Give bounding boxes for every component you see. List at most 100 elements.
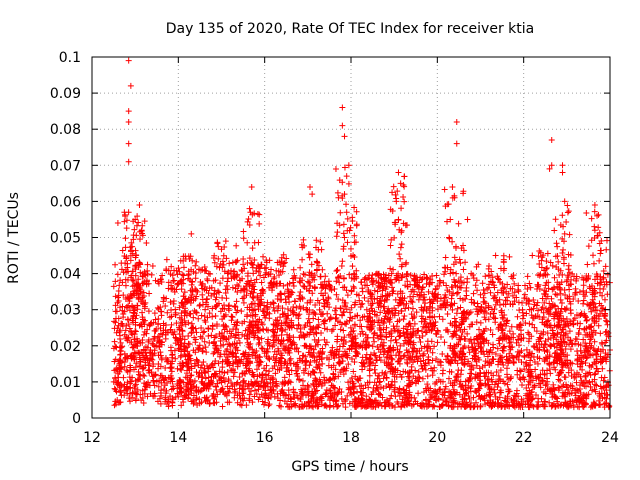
data-point bbox=[139, 222, 146, 229]
data-point bbox=[194, 344, 201, 351]
data-point bbox=[578, 399, 585, 406]
data-point bbox=[124, 304, 131, 311]
data-point bbox=[291, 272, 298, 279]
data-point bbox=[372, 370, 379, 377]
data-point bbox=[497, 377, 504, 384]
data-point bbox=[558, 329, 565, 336]
data-point bbox=[211, 290, 218, 297]
data-point bbox=[188, 281, 195, 288]
data-point bbox=[315, 361, 322, 368]
data-point bbox=[419, 275, 426, 282]
data-point bbox=[392, 191, 399, 198]
data-point bbox=[565, 404, 571, 411]
data-point bbox=[186, 255, 193, 262]
data-point bbox=[285, 387, 292, 394]
data-point bbox=[280, 392, 287, 399]
data-point bbox=[515, 393, 522, 400]
data-point bbox=[244, 239, 251, 246]
data-point bbox=[540, 344, 547, 351]
data-point bbox=[195, 359, 202, 366]
data-point bbox=[450, 399, 457, 406]
data-point bbox=[251, 300, 258, 307]
data-point bbox=[429, 403, 436, 410]
data-point bbox=[244, 304, 251, 311]
data-point bbox=[593, 382, 600, 389]
data-point bbox=[129, 243, 136, 250]
data-point bbox=[363, 276, 370, 283]
data-point bbox=[458, 314, 465, 321]
data-point bbox=[477, 381, 484, 388]
data-point bbox=[492, 319, 499, 326]
data-point bbox=[351, 285, 358, 292]
data-point bbox=[565, 386, 572, 393]
data-point bbox=[226, 328, 233, 335]
data-point bbox=[249, 294, 256, 301]
data-point bbox=[468, 270, 475, 277]
data-point bbox=[347, 324, 354, 331]
data-point bbox=[567, 337, 574, 344]
data-point bbox=[229, 259, 236, 266]
data-point bbox=[209, 323, 216, 330]
data-point bbox=[567, 398, 574, 405]
data-point bbox=[255, 341, 262, 348]
data-point bbox=[554, 358, 561, 365]
data-point bbox=[167, 344, 174, 351]
data-point bbox=[521, 291, 528, 298]
data-point bbox=[310, 380, 317, 387]
data-point bbox=[566, 328, 573, 335]
data-point bbox=[180, 257, 187, 264]
x-axis-label: GPS time / hours bbox=[291, 459, 408, 475]
data-point bbox=[492, 294, 499, 301]
data-point bbox=[557, 341, 564, 348]
data-point bbox=[182, 392, 189, 399]
data-point bbox=[366, 342, 373, 349]
data-point bbox=[264, 299, 271, 306]
data-point bbox=[251, 387, 258, 394]
data-point bbox=[344, 239, 351, 246]
data-point bbox=[167, 360, 174, 367]
data-point bbox=[287, 338, 294, 345]
data-point bbox=[497, 321, 504, 328]
data-point bbox=[283, 315, 290, 322]
data-point bbox=[501, 265, 508, 272]
data-point bbox=[321, 374, 328, 381]
data-point bbox=[187, 372, 194, 379]
data-point bbox=[473, 358, 480, 365]
data-point bbox=[196, 396, 203, 403]
data-point bbox=[313, 330, 320, 337]
data-point bbox=[564, 357, 571, 364]
data-point bbox=[163, 256, 170, 263]
data-point bbox=[129, 315, 136, 322]
data-point bbox=[387, 265, 394, 272]
data-point bbox=[507, 375, 514, 382]
data-point bbox=[347, 245, 354, 252]
data-point bbox=[435, 395, 442, 402]
data-point bbox=[549, 262, 556, 269]
data-point bbox=[510, 402, 517, 409]
data-point bbox=[203, 383, 210, 390]
data-point bbox=[162, 355, 169, 362]
data-point bbox=[284, 305, 291, 312]
data-point bbox=[227, 333, 234, 340]
data-point bbox=[332, 165, 339, 172]
data-point bbox=[464, 279, 471, 286]
data-point bbox=[299, 389, 306, 396]
data-point bbox=[498, 309, 505, 316]
data-point bbox=[163, 321, 169, 328]
data-point bbox=[500, 378, 507, 385]
data-point bbox=[294, 325, 301, 332]
data-point bbox=[460, 266, 467, 273]
data-point bbox=[487, 289, 494, 296]
data-point bbox=[128, 239, 135, 246]
data-point bbox=[142, 362, 149, 369]
data-point bbox=[436, 277, 443, 284]
data-point bbox=[313, 244, 320, 251]
data-point bbox=[274, 383, 281, 390]
data-point bbox=[322, 318, 329, 325]
data-point bbox=[307, 272, 314, 279]
data-point bbox=[250, 289, 257, 296]
data-point bbox=[429, 372, 436, 379]
data-point bbox=[207, 271, 214, 278]
data-point bbox=[150, 378, 157, 385]
data-point bbox=[572, 335, 579, 342]
